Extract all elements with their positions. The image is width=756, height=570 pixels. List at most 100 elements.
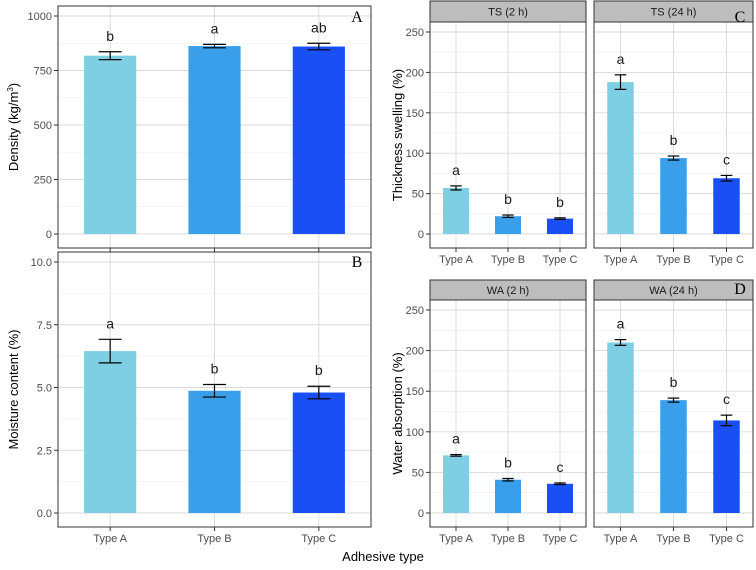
significance-letter: b	[504, 191, 512, 207]
significance-letter: b	[556, 194, 564, 210]
panel-d-2: WA (24 h) a Type A b Type B c Type C	[593, 279, 754, 545]
y-tick-label: 0	[46, 229, 52, 241]
bar	[443, 455, 469, 513]
x-tick-label: Type A	[604, 533, 638, 545]
plot-border	[429, 299, 587, 528]
bar	[188, 390, 241, 513]
panel-c-1: TS (2 h) a Type A b Type B b Type C 0 50 100 150 20…	[406, 0, 587, 266]
significance-letter: b	[211, 360, 219, 376]
bar	[84, 55, 137, 235]
x-tick-label: Type B	[491, 533, 525, 545]
y-tick-label: 10.0	[31, 257, 52, 269]
x-tick-label: Type A	[439, 533, 473, 545]
panel-letter: C	[735, 9, 746, 26]
significance-letter: b	[315, 362, 323, 378]
facet-strip-label: TS (2 h)	[488, 7, 528, 19]
facet-strip-label: TS (24 h)	[651, 7, 697, 19]
y-tick-label: 500	[34, 120, 52, 132]
panel-letter: D	[734, 281, 746, 298]
x-tick-label: Type B	[656, 533, 690, 545]
y-tick-label: 100	[406, 427, 424, 439]
plot-border	[593, 21, 754, 249]
x-tick-label: Type C	[543, 533, 578, 545]
bar	[292, 392, 345, 513]
x-tick-label: Type A	[439, 254, 473, 266]
y-tick-label: 150	[406, 386, 424, 398]
bar	[443, 187, 469, 234]
y-axis-title-end: )	[6, 83, 21, 87]
y-axis-title-superscript: 3	[6, 87, 15, 92]
y-tick-label: 7.5	[37, 320, 52, 332]
significance-letter: b	[106, 28, 114, 44]
y-axis-title: Density (kg/m3)	[6, 83, 21, 171]
x-tick-label: Type B	[656, 254, 690, 266]
panel-c-2: TS (24 h) a Type A b Type B c Type C	[593, 0, 754, 266]
panel-b: a Type A b Type B b Type C 0.0 2.5 5.0 7.5 10.0	[31, 251, 372, 545]
plot-border	[57, 5, 372, 249]
y-tick-label: 50	[412, 467, 424, 479]
x-tick-label: Type B	[491, 254, 525, 266]
plot-border	[429, 21, 587, 249]
y-tick-label: 0	[418, 508, 424, 520]
bar	[660, 400, 687, 513]
bar	[292, 46, 345, 234]
y-axis-title-main: Density (kg/m	[6, 92, 21, 171]
significance-letter: b	[504, 454, 512, 470]
x-axis-title: Adhesive type	[342, 549, 424, 564]
bar	[188, 46, 241, 234]
significance-letter: ab	[311, 19, 327, 35]
y-tick-label: 5.0	[37, 383, 52, 395]
significance-letter: c	[723, 151, 730, 167]
significance-letter: b	[670, 132, 678, 148]
significance-letter: b	[670, 374, 678, 390]
significance-letter: c	[723, 391, 730, 407]
bar	[547, 218, 573, 234]
plot-border	[593, 299, 754, 528]
significance-letter: a	[452, 431, 460, 447]
panel-letter: B	[352, 254, 363, 271]
y-axis-title: Thickness swelling (%)	[390, 69, 405, 201]
y-tick-label: 200	[406, 346, 424, 358]
x-tick-label: Type A	[93, 533, 127, 545]
panel-letter: A	[351, 9, 363, 26]
x-tick-label: Type C	[709, 254, 744, 266]
bar	[495, 216, 521, 234]
significance-letter: a	[617, 51, 625, 67]
bar	[713, 420, 740, 513]
y-axis-title: Moisture content (%)	[6, 330, 21, 450]
y-tick-label: 200	[406, 67, 424, 79]
y-tick-label: 1000	[28, 11, 52, 23]
significance-letter: a	[106, 315, 114, 331]
bar	[660, 158, 687, 234]
bar	[495, 479, 521, 513]
y-axis-title: Water absorption (%)	[390, 352, 405, 474]
x-tick-label: Type C	[301, 533, 336, 545]
plot-border	[57, 251, 372, 528]
bar	[547, 483, 573, 513]
y-tick-label: 100	[406, 148, 424, 160]
y-tick-label: 750	[34, 66, 52, 78]
y-tick-label: 0.0	[37, 508, 52, 520]
y-tick-label: 250	[34, 175, 52, 187]
panel-d-1: WA (2 h) a Type A b Type B c Type C 0 50 100 150 20…	[406, 279, 587, 545]
y-tick-label: 250	[406, 305, 424, 317]
x-tick-label: Type B	[197, 533, 231, 545]
y-tick-label: 250	[406, 27, 424, 39]
bar	[713, 178, 740, 234]
facet-strip-label: WA (24 h)	[649, 285, 698, 297]
bar	[607, 342, 634, 513]
y-tick-label: 2.5	[37, 445, 52, 457]
significance-letter: a	[211, 20, 219, 36]
bar	[607, 82, 634, 234]
bar	[84, 351, 137, 513]
significance-letter: c	[557, 459, 564, 475]
significance-letter: a	[452, 162, 460, 178]
x-tick-label: Type C	[709, 533, 744, 545]
significance-letter: a	[617, 316, 625, 332]
y-tick-label: 150	[406, 108, 424, 120]
x-tick-label: Type C	[543, 254, 578, 266]
y-tick-label: 50	[412, 189, 424, 201]
x-tick-label: Type A	[604, 254, 638, 266]
